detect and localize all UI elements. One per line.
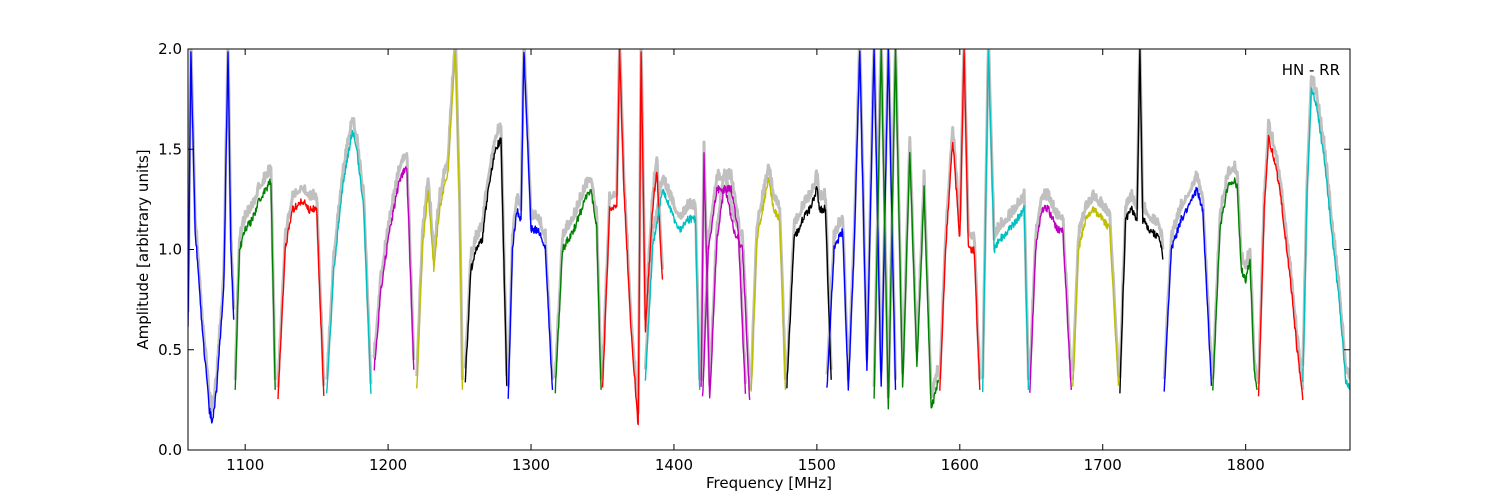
series-line-26 [1302,87,1350,390]
y-tick-label: 1.5 [158,140,182,158]
background-trace-7 [463,122,509,376]
y-tick-label: 2.0 [158,40,182,58]
background-trace-10 [601,49,664,415]
plot-frame [187,48,1351,451]
series-line-23 [1163,186,1213,392]
series-line-15 [786,185,832,389]
background-trace-14 [749,163,787,380]
background-trace-6 [415,49,464,380]
series-line-3 [277,198,325,400]
background-trace-23 [1162,170,1213,380]
series-line-21 [1072,205,1120,387]
series-line-16 [826,49,897,391]
series-line-10 [601,49,664,426]
x-tick-label: 1700 [1084,456,1122,474]
series-line-9 [554,188,602,394]
background-trace-9 [553,176,603,380]
series-line-19 [982,50,1030,393]
x-tick-label: 1100 [226,456,264,474]
x-tick-label: 1800 [1227,456,1265,474]
series-line-18 [939,49,981,391]
background-trace-3 [276,184,326,388]
series-line-20 [1029,204,1072,393]
y-axis-label: Amplitude [arbitrary units] [134,149,152,349]
background-trace-13 [701,168,752,390]
x-tick-label: 1400 [655,456,693,474]
series-line-7 [464,137,508,386]
background-trace-2 [233,164,277,380]
x-tick-label: 1600 [941,456,979,474]
background-trace-layer [188,49,1350,415]
x-tick-label: 1500 [798,456,836,474]
series-line-2 [234,178,276,390]
series-line-14 [750,176,787,392]
series-line-22 [1119,49,1164,394]
series-line-1 [188,51,235,424]
series-line-5 [373,166,415,371]
series-line-8 [507,51,554,399]
series-line-11 [644,188,701,390]
background-trace-11 [643,174,702,380]
series-line-13 [701,184,751,400]
background-trace-4 [325,117,373,384]
y-tick-label: 1.0 [158,241,182,259]
x-tick-label: 1200 [369,456,407,474]
series-line-6 [416,50,464,390]
background-trace-15 [785,169,833,375]
series-line-17 [873,49,940,410]
x-axis-label: Frequency [MHz] [706,474,832,492]
tick-layer: 1100 1200 1300 1400 1500 1600 1700 1800 0.0 0.5 1.… [158,40,1350,474]
series-layer [188,49,1350,426]
annotation-label: HN - RR [1282,61,1340,79]
background-trace-24 [1211,160,1259,380]
background-trace-5 [372,152,416,360]
series-line-25 [1257,134,1304,400]
x-tick-label: 1300 [512,456,550,474]
y-tick-label: 0.0 [158,441,182,459]
series-line-24 [1212,177,1258,391]
series-line-4 [325,129,372,394]
background-trace-21 [1071,189,1120,376]
y-tick-label: 0.5 [158,341,182,359]
